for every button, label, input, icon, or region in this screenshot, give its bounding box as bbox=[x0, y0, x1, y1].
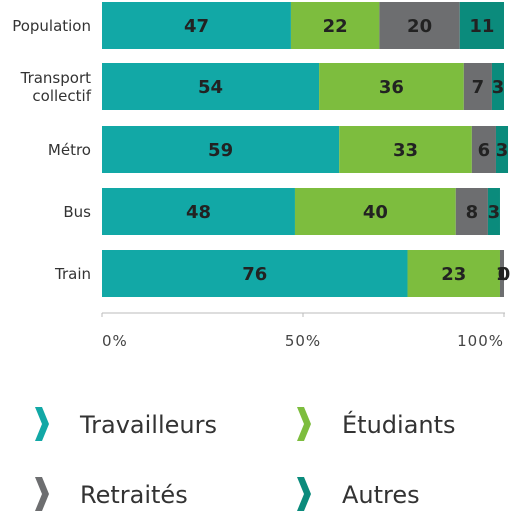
legend-icon bbox=[35, 407, 49, 441]
value-label: 7 bbox=[472, 77, 485, 98]
value-label: 48 bbox=[186, 202, 211, 223]
value-label: 8 bbox=[466, 202, 479, 223]
value-label: 6 bbox=[478, 140, 491, 161]
x-tick-label: 50% bbox=[285, 332, 321, 350]
bar-segment bbox=[102, 126, 340, 173]
value-label: 3 bbox=[492, 77, 505, 98]
value-label: 47 bbox=[184, 16, 209, 37]
legend-label: Autres bbox=[342, 481, 420, 509]
legend-icon bbox=[297, 477, 311, 511]
value-label: 23 bbox=[441, 264, 466, 285]
x-tick-label: 100% bbox=[457, 332, 504, 350]
value-label: 11 bbox=[469, 16, 494, 37]
bar-segment bbox=[102, 63, 320, 110]
value-label: 40 bbox=[363, 202, 388, 223]
category-label: Train bbox=[55, 264, 91, 283]
bar-segment bbox=[339, 126, 472, 173]
value-label: 33 bbox=[393, 140, 418, 161]
bar-segment bbox=[294, 188, 456, 235]
bar-segment bbox=[495, 126, 509, 173]
legend-label: Étudiants bbox=[342, 410, 456, 439]
x-tick-label: 0% bbox=[102, 332, 128, 350]
bar-segment bbox=[102, 188, 295, 235]
bar-segment bbox=[290, 2, 380, 49]
category-label: Transport collectif bbox=[20, 68, 91, 105]
bar-segment bbox=[471, 126, 496, 173]
value-label: 0 bbox=[498, 264, 510, 285]
category-label: Bus bbox=[63, 202, 91, 221]
category-label: Métro bbox=[47, 140, 91, 159]
category-label: Population bbox=[12, 16, 91, 35]
legend-icon bbox=[35, 477, 49, 511]
value-label: 54 bbox=[198, 77, 223, 98]
bar-segment bbox=[487, 188, 500, 235]
bar-segment bbox=[102, 2, 291, 49]
legend-label: Retraités bbox=[80, 481, 188, 509]
legend-label: Travailleurs bbox=[79, 411, 217, 439]
value-label: 3 bbox=[488, 202, 501, 223]
bar-segment bbox=[407, 250, 500, 297]
bar-segment bbox=[455, 188, 488, 235]
legend-icon bbox=[297, 407, 311, 441]
value-label: 1 bbox=[496, 264, 509, 285]
value-label: 59 bbox=[208, 140, 233, 161]
value-label: 22 bbox=[323, 16, 348, 37]
bar-segment bbox=[319, 63, 464, 110]
bar-segment bbox=[379, 2, 460, 49]
value-label: 3 bbox=[496, 140, 509, 161]
value-label: 36 bbox=[379, 77, 404, 98]
bar-segment bbox=[102, 250, 408, 297]
bar-segment bbox=[499, 250, 504, 297]
bar-segment bbox=[459, 2, 504, 49]
value-label: 20 bbox=[407, 16, 432, 37]
bar-segment bbox=[463, 63, 492, 110]
bar-segment bbox=[491, 63, 504, 110]
value-label: 76 bbox=[242, 264, 267, 285]
